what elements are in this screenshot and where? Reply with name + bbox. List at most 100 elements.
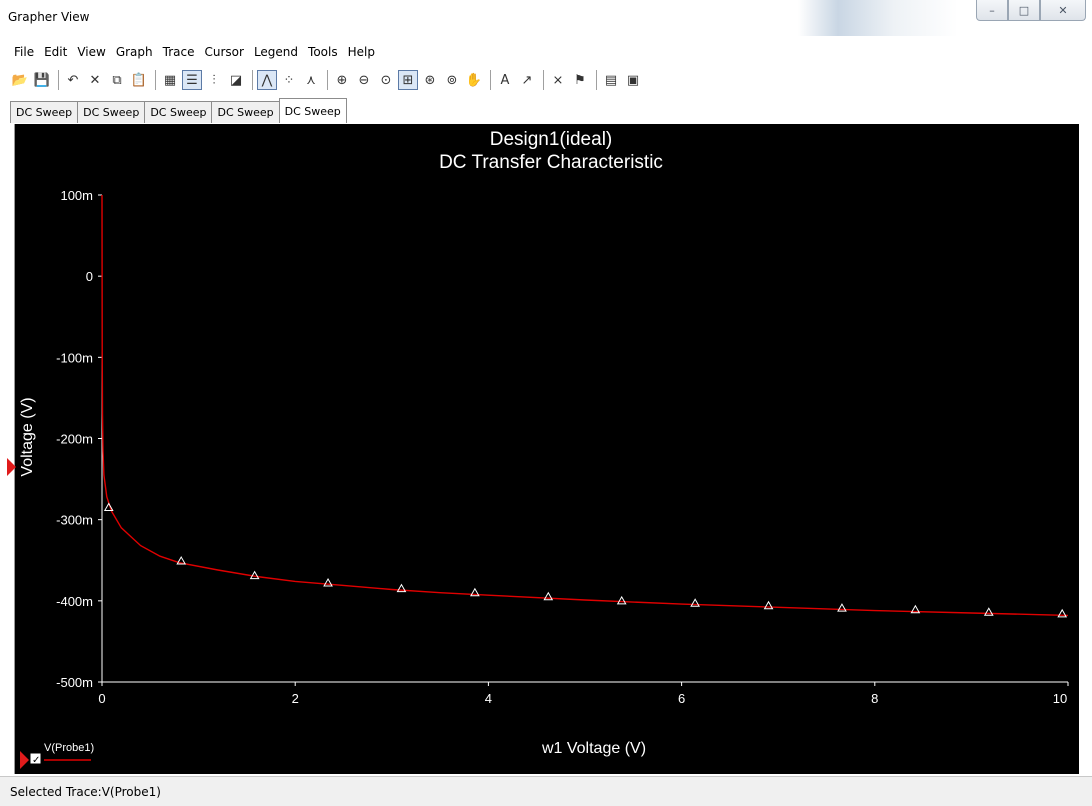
x-tick-label: 4 — [485, 691, 492, 706]
cursor-button[interactable]: ⨯ — [548, 70, 568, 90]
title-bar: Grapher View – □ ✕ — [0, 0, 1092, 36]
trace-marker — [690, 598, 700, 607]
maximize-icon: □ — [1018, 3, 1030, 17]
zoom-in-button[interactable]: ⊕ — [332, 70, 352, 90]
close-button[interactable]: ✕ — [1040, 0, 1086, 21]
legend-checkbox[interactable] — [30, 753, 41, 764]
annotate-button[interactable]: ↗ — [517, 70, 537, 90]
trace-marker — [396, 583, 407, 593]
chart-title: Design1(ideal) — [490, 129, 613, 150]
overlay-button[interactable]: ◪ — [226, 70, 246, 90]
zoom-area-button[interactable]: ⊞ — [398, 70, 418, 90]
menu-file[interactable]: File — [14, 45, 35, 59]
status-bar: Selected Trace:V(Probe1) — [0, 776, 1092, 806]
toolbar-separator — [596, 70, 597, 90]
maximize-button[interactable]: □ — [1008, 0, 1040, 21]
tab-dc-sweep-4[interactable]: DC Sweep — [211, 101, 280, 123]
status-text: Selected Trace:V(Probe1) — [10, 785, 161, 799]
ruler-icon: ⫶ — [212, 72, 216, 88]
overlay-icon: ◪ — [229, 72, 243, 88]
y-tick-label: 0 — [86, 269, 93, 284]
tab-dc-sweep-1[interactable]: DC Sweep — [10, 101, 79, 123]
trace-markers — [103, 502, 1068, 618]
y-axis-label: Voltage (V) — [19, 397, 36, 476]
trace-marker — [616, 595, 627, 605]
menu-tools[interactable]: Tools — [308, 45, 338, 59]
delete-icon: ✕ — [89, 72, 101, 88]
legend-button[interactable]: ☰ — [182, 70, 202, 90]
toolbar-separator — [58, 70, 59, 90]
window-title: Grapher View — [8, 10, 90, 24]
pan-hand-icon: ✋ — [465, 72, 483, 88]
properties-icon: ▣ — [626, 72, 640, 88]
open-folder-icon: 📂 — [11, 72, 29, 88]
legend-marker-icon — [20, 751, 29, 769]
undo-button[interactable]: ↶ — [63, 70, 83, 90]
cursor-icon: ⨯ — [552, 72, 564, 88]
zoom-x-button[interactable]: ⊛ — [420, 70, 440, 90]
grid-button[interactable]: ▦ — [160, 70, 180, 90]
x-axis-label: w1 Voltage (V) — [541, 740, 646, 757]
menu-edit[interactable]: Edit — [44, 45, 68, 59]
legend-check-icon: ✓ — [32, 755, 40, 766]
menu-help[interactable]: Help — [347, 45, 375, 59]
trace-marker — [983, 607, 994, 616]
point-trace-button[interactable]: ⁘ — [279, 70, 299, 90]
toolbar: 📂 💾 ↶ ✕ ⧉ 📋 ▦ ☰ ⫶ ◪ ⋀ ⁘ ⋏ ⊕ ⊖ ⊙ ⊞ ⊛ ⊚ ✋ A ↗ ⨯ ⚑ ▤ ▣ — [10, 66, 1092, 94]
toolbar-separator — [490, 70, 491, 90]
trace-marker — [470, 587, 480, 597]
axis-ticks: 100m 0 -100m -200m -300m -400m -500m 0 2 4 6 8 10 — [56, 188, 1069, 706]
delete-button[interactable]: ✕ — [85, 70, 105, 90]
open-folder-button[interactable]: 📂 — [10, 70, 30, 90]
marker-button[interactable]: ⚑ — [570, 70, 590, 90]
trace-v-probe1[interactable] — [101, 194, 1069, 617]
y-tick-label: -500m — [56, 675, 93, 690]
zoom-y-icon: ⊚ — [446, 72, 458, 88]
export-icon: ▤ — [604, 72, 618, 88]
toolbar-separator — [252, 70, 253, 90]
export-button[interactable]: ▤ — [601, 70, 621, 90]
minimize-icon: – — [989, 3, 995, 17]
menu-trace[interactable]: Trace — [162, 45, 195, 59]
trace-marker — [249, 570, 260, 580]
pan-hand-button[interactable]: ✋ — [464, 70, 484, 90]
copy-button[interactable]: ⧉ — [107, 70, 127, 90]
save-button[interactable]: 💾 — [32, 70, 52, 90]
zoom-y-button[interactable]: ⊚ — [442, 70, 462, 90]
menu-cursor[interactable]: Cursor — [204, 45, 244, 59]
minimize-button[interactable]: – — [976, 0, 1008, 21]
zoom-x-icon: ⊛ — [424, 72, 436, 88]
undo-icon: ↶ — [67, 72, 79, 88]
menu-view[interactable]: View — [77, 45, 106, 59]
tab-dc-sweep-2[interactable]: DC Sweep — [77, 101, 146, 123]
properties-button[interactable]: ▣ — [623, 70, 643, 90]
paste-button[interactable]: 📋 — [129, 70, 149, 90]
trace-marker — [837, 603, 847, 612]
ruler-button[interactable]: ⫶ — [204, 70, 224, 90]
zoom-out-button[interactable]: ⊖ — [354, 70, 374, 90]
zoom-out-icon: ⊖ — [358, 72, 370, 88]
trace-marker — [763, 600, 774, 610]
graph-panel[interactable]: Design1(ideal) DC Transfer Characteristi… — [14, 124, 1079, 774]
legend: ✓ V(Probe1) — [30, 742, 94, 766]
menu-graph[interactable]: Graph — [115, 45, 153, 59]
x-tick-label: 10 — [1053, 691, 1067, 706]
line-point-trace-icon: ⋏ — [306, 72, 316, 88]
menu-bar: File Edit View Graph Trace Cursor Legend… — [10, 40, 381, 64]
tab-dc-sweep-5[interactable]: DC Sweep — [278, 98, 347, 123]
chart-subtitle: DC Transfer Characteristic — [439, 152, 663, 173]
menu-legend[interactable]: Legend — [253, 45, 299, 59]
line-trace-button[interactable]: ⋀ — [257, 70, 277, 90]
trace-marker — [323, 577, 333, 587]
text-button[interactable]: A — [495, 70, 515, 90]
chart-svg[interactable]: Design1(ideal) DC Transfer Characteristi… — [15, 124, 1079, 774]
trace-marker — [1057, 608, 1068, 618]
tab-dc-sweep-3[interactable]: DC Sweep — [144, 101, 213, 123]
trace-marker — [543, 591, 554, 601]
zoom-full-button[interactable]: ⊙ — [376, 70, 396, 90]
trace-marker — [176, 556, 187, 565]
line-point-trace-button[interactable]: ⋏ — [301, 70, 321, 90]
save-icon: 💾 — [33, 72, 51, 88]
toolbar-separator — [155, 70, 156, 90]
title-bar-glass — [798, 0, 958, 36]
